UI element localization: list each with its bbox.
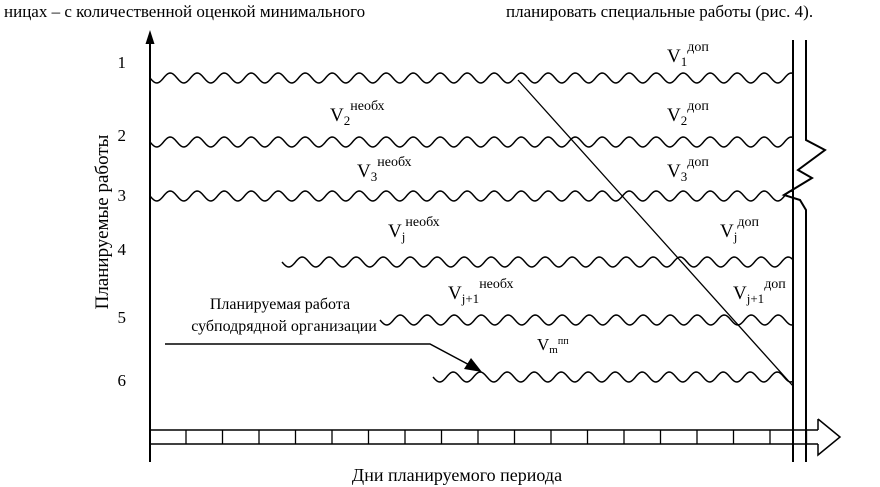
row-number-6: 6 xyxy=(118,371,127,390)
x-axis-label: Дни планируемого периода xyxy=(352,465,562,485)
work-line-1 xyxy=(149,72,794,84)
row-number-1: 1 xyxy=(118,53,127,72)
x-axis-ticks xyxy=(185,430,808,444)
volume-label-row1-additional: V1доп xyxy=(667,40,709,69)
work-line-5 xyxy=(379,314,794,326)
y-axis-label: Планируемые работы xyxy=(92,134,113,309)
callout-line-1: Планируемая работа xyxy=(210,296,350,313)
volume-label-row2-required: V2необх xyxy=(330,99,385,128)
callout-leader-line xyxy=(165,343,476,369)
x-axis-arrowhead xyxy=(817,418,842,457)
row-number-2: 2 xyxy=(118,126,127,145)
work-line-3 xyxy=(149,190,794,202)
row-number-3: 3 xyxy=(118,186,127,205)
header-text-left: ницах – с количественной оценкой минимал… xyxy=(4,2,366,21)
row-number-4: 4 xyxy=(118,240,127,259)
volume-label-row4-required: Vjнеобх xyxy=(388,215,440,244)
callout-arrowhead xyxy=(464,358,482,372)
callout-line-2: субподрядной организации xyxy=(191,318,377,335)
work-line-4 xyxy=(281,256,794,268)
volume-label-row3-additional: V3доп xyxy=(667,155,709,184)
volume-label-row5-required: Vj+1необх xyxy=(448,277,513,306)
volume-label-row5-additional: Vj+1доп xyxy=(733,277,786,306)
volume-label-row3-required: V3необх xyxy=(357,155,412,184)
row-number-5: 5 xyxy=(118,308,127,327)
volume-label-row2-additional: V2доп xyxy=(667,99,709,128)
work-line-6 xyxy=(432,371,794,383)
completion-boundary-line xyxy=(517,79,794,387)
volume-label-row4-additional: Vjдоп xyxy=(720,215,759,244)
work-line-2 xyxy=(149,136,794,148)
period-break-line xyxy=(781,40,827,462)
volume-label-row6-subcontract: Vmпп xyxy=(537,335,569,356)
y-axis-arrowhead xyxy=(145,30,155,44)
header-text-right: планировать специальные работы (рис. 4). xyxy=(506,2,814,21)
